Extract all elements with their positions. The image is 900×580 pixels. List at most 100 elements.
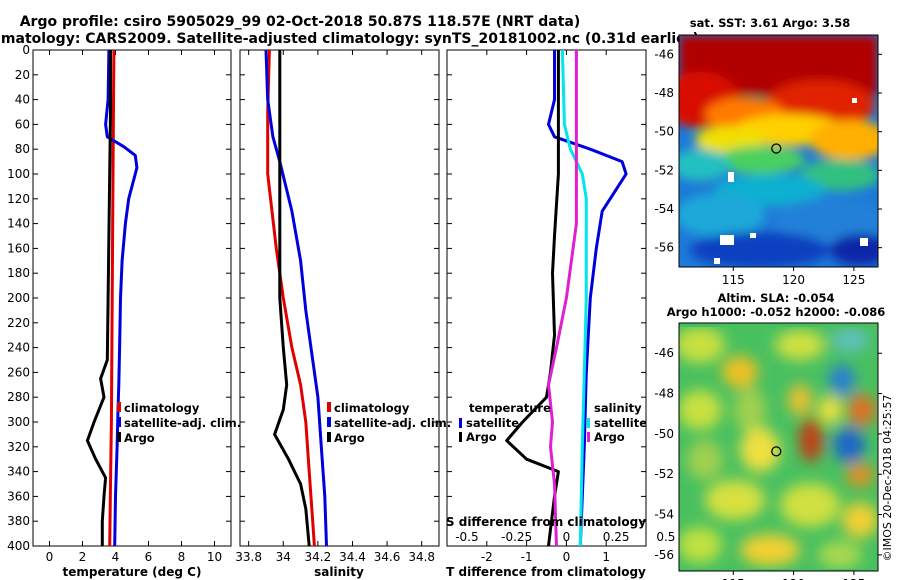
y-tick-label: 340 [7,465,30,479]
x2-tick-label: -0.25 [501,530,532,544]
x-tick-label: 34.8 [408,550,435,564]
legend-swatch-satellite [117,417,121,427]
map-y-tick-label: -46 [654,346,674,360]
map-x-tick-label: 115 [722,577,745,580]
x2-tick-label: -0.5 [455,530,478,544]
legend-label-salinity-argo: Argo [594,430,625,444]
legend-label-satellite: satellite-adj. clim. [124,416,241,430]
x2-tick-label: 0.25 [603,530,630,544]
x-tick-label: 34.4 [339,550,366,564]
difference-x2label: S difference from climatology [446,515,646,529]
y-tick-label: 20 [15,68,30,82]
y-tick-label: 260 [7,365,30,379]
legend-label-argo: Argo [124,431,155,445]
legend-label-climatology: climatology [124,401,200,415]
x-tick-label: 4 [112,550,120,564]
legend-swatch-climatology [117,402,121,412]
map-y-tick-label: -52 [654,163,674,177]
x-tick-label: 33.8 [235,550,262,564]
x-tick-label: -1 [521,550,533,564]
legend-swatch-climatology [327,402,331,412]
salinity-panel: 33.8 34 34.2 34.4 34.6 34.8 [235,49,439,564]
series-line-argo [85,50,112,546]
x-tick-label: 0 [563,550,571,564]
y-tick-label: 0 [22,43,30,57]
difference-xlabel: T difference from climatology [446,565,646,579]
map-x-tick-label: 120 [782,577,805,580]
x-tick-label: 8 [178,550,186,564]
sla-map-axes: -46 -48 -50 -52 -54 -56 115 120 125 [654,346,882,580]
y-tick-label: 220 [7,316,30,330]
y-tick-label: 80 [15,142,30,156]
sst-map-title: sat. SST: 3.61 Argo: 3.58 [690,16,850,30]
temperature-panel: 0204060801001201401601802002202402602803… [7,43,231,564]
sst-map-axes: -46 -48 -50 -52 -54 -56 115 120 125 [654,47,882,287]
map-x-tick-label: 115 [722,273,745,287]
series-line-salinity-argo [547,50,578,547]
x-tick-label: 10 [207,550,222,564]
series-line-climatology [266,49,316,547]
y-tick-label: 180 [7,266,30,280]
map-y-tick-label: -48 [654,86,674,100]
series-line-salinity-satellite [560,49,588,547]
y-tick-label: 140 [7,217,30,231]
map-y-tick-label: -56 [654,548,674,562]
imos-credit: ©IMOS 20-Dec-2018 04:25:57 [881,395,894,562]
x-tick-label: -2 [481,550,493,564]
series-line-argo [273,50,311,547]
legend-label-salinity-satellite: satellite [594,416,647,430]
y-tick-label: 320 [7,440,30,454]
x2-tick-label: 0.5 [656,530,675,544]
legend-swatch-argo [117,432,121,442]
x-tick-label: 2 [79,550,87,564]
legend-swatch-argo [327,432,331,442]
temperature-legend: climatology satellite-adj. clim. Argo [117,401,241,445]
x2-tick-label: 0 [563,530,571,544]
legend-label-temperature-satellite: satellite [466,416,519,430]
legend-heading-temperature: temperature [469,401,551,415]
series-line-climatology [108,49,116,547]
legend-swatch-temperature-satellite [459,418,462,428]
series-line-temperature-satellite [547,50,628,547]
sla-map-title-line1: Altim. SLA: -0.054 [717,291,834,305]
sst-argo-location-marker [771,143,782,154]
y-tick-label: 280 [7,390,30,404]
map-x-tick-label: 125 [842,577,865,580]
map-y-tick-label: -48 [654,387,674,401]
difference-panel-frame [446,49,647,547]
sla-map-frame [678,322,879,572]
y-tick-label: 300 [7,415,30,429]
legend-swatch-temperature-argo [459,432,462,442]
map-x-tick-label: 125 [842,273,865,287]
y-tick-label: 200 [7,291,30,305]
map-y-tick-label: -50 [654,125,674,139]
salinity-xlabel: salinity [314,565,364,579]
sst-map-image [679,35,878,267]
figure-title-line1: Argo profile: csiro 5905029_99 02-Oct-20… [20,14,581,30]
y-tick-label: 40 [15,93,30,107]
sla-map-title-line2: Argo h1000: -0.052 h2000: -0.086 [667,305,886,319]
sst-map-frame [678,34,879,268]
legend-swatch-satellite [327,417,331,427]
temperature-xlabel: temperature (deg C) [63,565,202,579]
y-tick-label: 400 [7,539,30,553]
difference-panel: -2 -1 0 1 -0.5 -0.25 0 0.25 0.5 [447,49,675,564]
legend-swatch-salinity-argo [587,432,590,442]
map-y-tick-label: -52 [654,467,674,481]
x-tick-label: 6 [145,550,153,564]
y-tick-label: 100 [7,167,30,181]
y-tick-label: 240 [7,341,30,355]
difference-legend: temperature satellite Argo salinity sate… [459,401,647,444]
sla-map-image [679,323,878,571]
y-tick-label: 120 [7,192,30,206]
figure-title-line2: Climatology: CARS2009. Satellite-adjuste… [0,31,699,47]
series-line-satellite-adj-clim- [264,49,328,547]
x-tick-label: 1 [602,550,610,564]
sla-argo-location-marker [771,446,782,457]
y-tick-label: 360 [7,489,30,503]
series-line-satellite-adj-clim- [104,49,139,547]
legend-swatch-salinity-satellite [587,418,590,428]
x-tick-label: 34.6 [374,550,401,564]
legend-heading-salinity: salinity [594,401,642,415]
